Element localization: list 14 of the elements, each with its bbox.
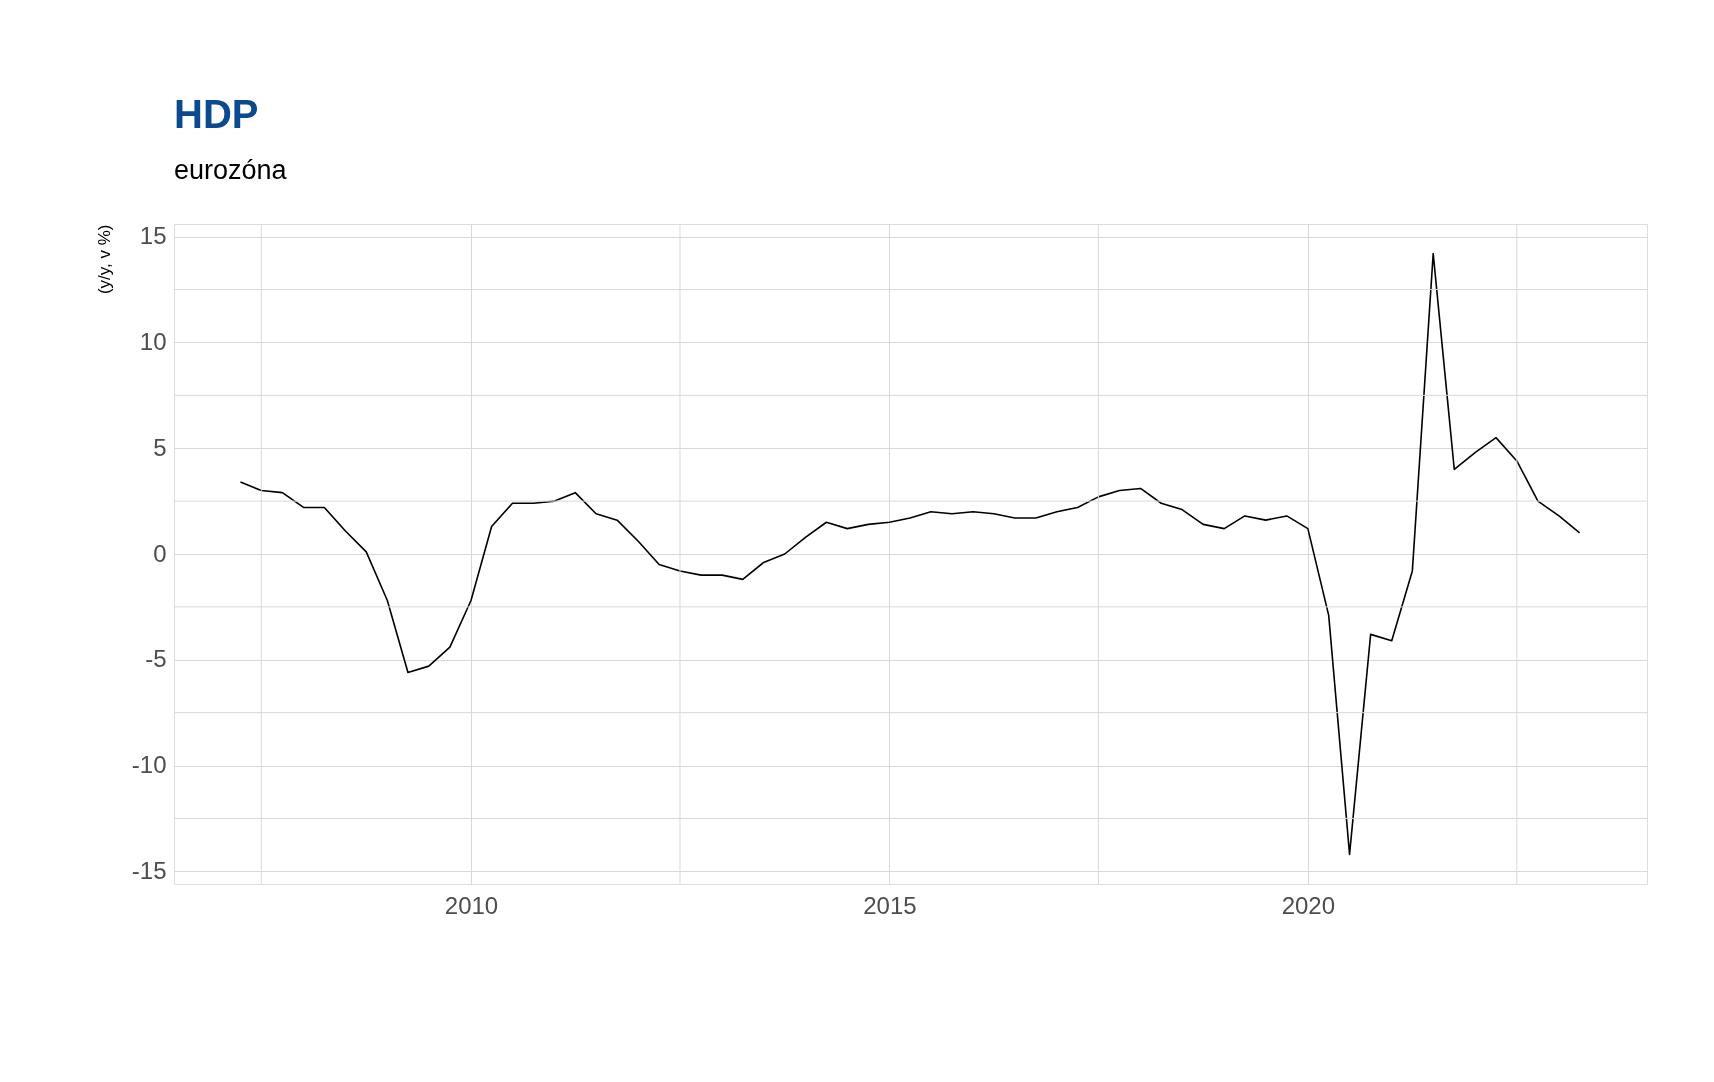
- x-tick-label: 2010: [444, 891, 499, 919]
- line-series: [239, 252, 1581, 856]
- y-tick-label: -5: [145, 645, 167, 673]
- y-tick-label: 15: [139, 222, 167, 250]
- y-axis-title: (y/y, v %): [94, 224, 114, 295]
- chart-title: HDP: [174, 91, 259, 136]
- y-tick-label: 10: [139, 327, 167, 355]
- y-tick-label: 5: [153, 433, 167, 461]
- y-tick-label: -10: [131, 751, 167, 779]
- y-tick-label: 0: [153, 539, 167, 567]
- x-tick-label: 2020: [1281, 891, 1336, 919]
- chart-subtitle: eurozóna: [174, 154, 288, 185]
- y-tick-label: -15: [131, 856, 167, 884]
- x-tick-label: 2015: [863, 891, 917, 919]
